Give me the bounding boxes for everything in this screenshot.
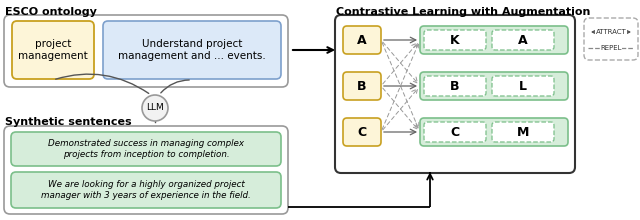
Text: ESCO ontology: ESCO ontology [5,7,97,17]
FancyBboxPatch shape [4,15,288,87]
Text: B: B [357,79,367,92]
Text: We are looking for a highly organized project
manager with 3 years of experience: We are looking for a highly organized pr… [41,180,251,200]
Text: C: C [357,125,367,139]
Text: ATTRACT: ATTRACT [596,29,627,35]
FancyBboxPatch shape [492,122,554,142]
FancyBboxPatch shape [424,76,486,96]
FancyBboxPatch shape [343,118,381,146]
Text: Synthetic sentences: Synthetic sentences [5,117,132,127]
Text: A: A [518,33,528,46]
Text: C: C [451,125,460,139]
Text: LLM: LLM [146,103,164,112]
Text: K: K [450,33,460,46]
Text: Understand project
management and ... events.: Understand project management and ... ev… [118,39,266,61]
FancyBboxPatch shape [11,132,281,166]
Text: B: B [451,79,460,92]
FancyBboxPatch shape [420,118,568,146]
FancyBboxPatch shape [103,21,281,79]
Text: L: L [519,79,527,92]
FancyBboxPatch shape [584,18,638,60]
Text: A: A [357,33,367,46]
FancyBboxPatch shape [343,72,381,100]
FancyBboxPatch shape [12,21,94,79]
FancyBboxPatch shape [424,122,486,142]
Circle shape [142,95,168,121]
FancyBboxPatch shape [4,126,288,214]
Text: M: M [517,125,529,139]
Text: Contrastive Learning with Augmentation: Contrastive Learning with Augmentation [336,7,590,17]
FancyBboxPatch shape [420,26,568,54]
Text: project
management: project management [18,39,88,61]
FancyBboxPatch shape [492,30,554,50]
FancyBboxPatch shape [424,30,486,50]
FancyBboxPatch shape [492,76,554,96]
FancyBboxPatch shape [343,26,381,54]
FancyBboxPatch shape [420,72,568,100]
Text: Demonstrated success in managing complex
projects from inception to completion.: Demonstrated success in managing complex… [48,139,244,159]
FancyBboxPatch shape [335,15,575,173]
FancyBboxPatch shape [11,172,281,208]
Text: REPEL: REPEL [600,45,621,51]
